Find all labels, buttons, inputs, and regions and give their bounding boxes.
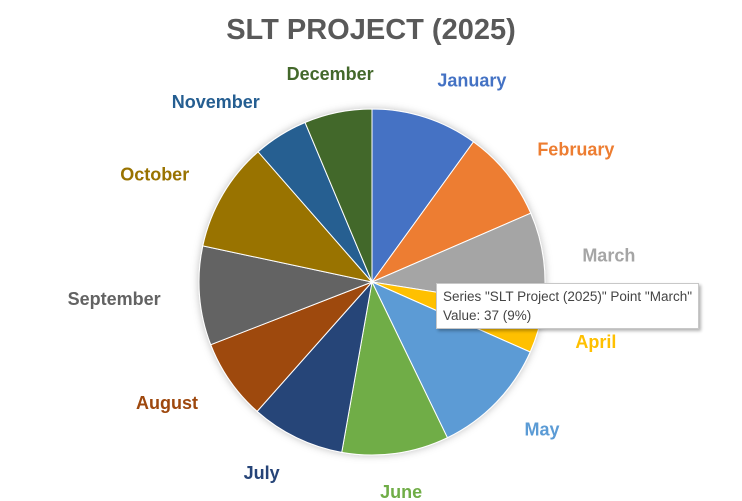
data-label-march[interactable]: March <box>582 245 635 265</box>
data-label-february[interactable]: February <box>537 139 614 159</box>
pie-slice-february[interactable] <box>370 141 532 284</box>
data-label-august[interactable]: August <box>136 393 198 413</box>
pie-slice-june[interactable] <box>341 280 449 456</box>
data-label-november[interactable]: November <box>172 92 260 112</box>
pie-slice-january[interactable] <box>371 108 475 284</box>
data-label-january[interactable]: January <box>437 70 506 90</box>
data-label-april[interactable]: April <box>575 332 616 352</box>
data-label-may[interactable]: May <box>524 419 559 439</box>
data-label-june[interactable]: June <box>380 482 422 501</box>
tooltip-series-point: Series "SLT Project (2025)" Point "March… <box>443 289 693 304</box>
pie-slice-july[interactable] <box>256 280 373 453</box>
data-label-october[interactable]: October <box>120 165 189 185</box>
pie-slice-may[interactable] <box>370 280 531 439</box>
tooltip-value: Value: 37 (9%) <box>443 308 532 323</box>
data-label-december[interactable]: December <box>287 64 374 84</box>
chart-title: SLT PROJECT (2025) <box>226 14 516 46</box>
data-label-september[interactable]: September <box>68 289 161 309</box>
pie-slice-september[interactable] <box>198 245 374 346</box>
pie-slice-december[interactable] <box>304 108 373 283</box>
tooltip: Series "SLT Project (2025)" Point "March… <box>436 283 700 329</box>
pie-slice-october[interactable] <box>202 151 374 283</box>
data-label-july[interactable]: July <box>244 463 280 483</box>
